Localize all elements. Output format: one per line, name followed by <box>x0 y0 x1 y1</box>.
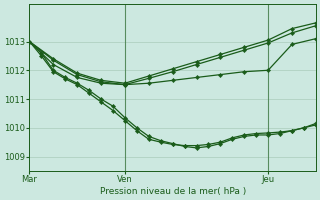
X-axis label: Pression niveau de la mer( hPa ): Pression niveau de la mer( hPa ) <box>100 187 246 196</box>
